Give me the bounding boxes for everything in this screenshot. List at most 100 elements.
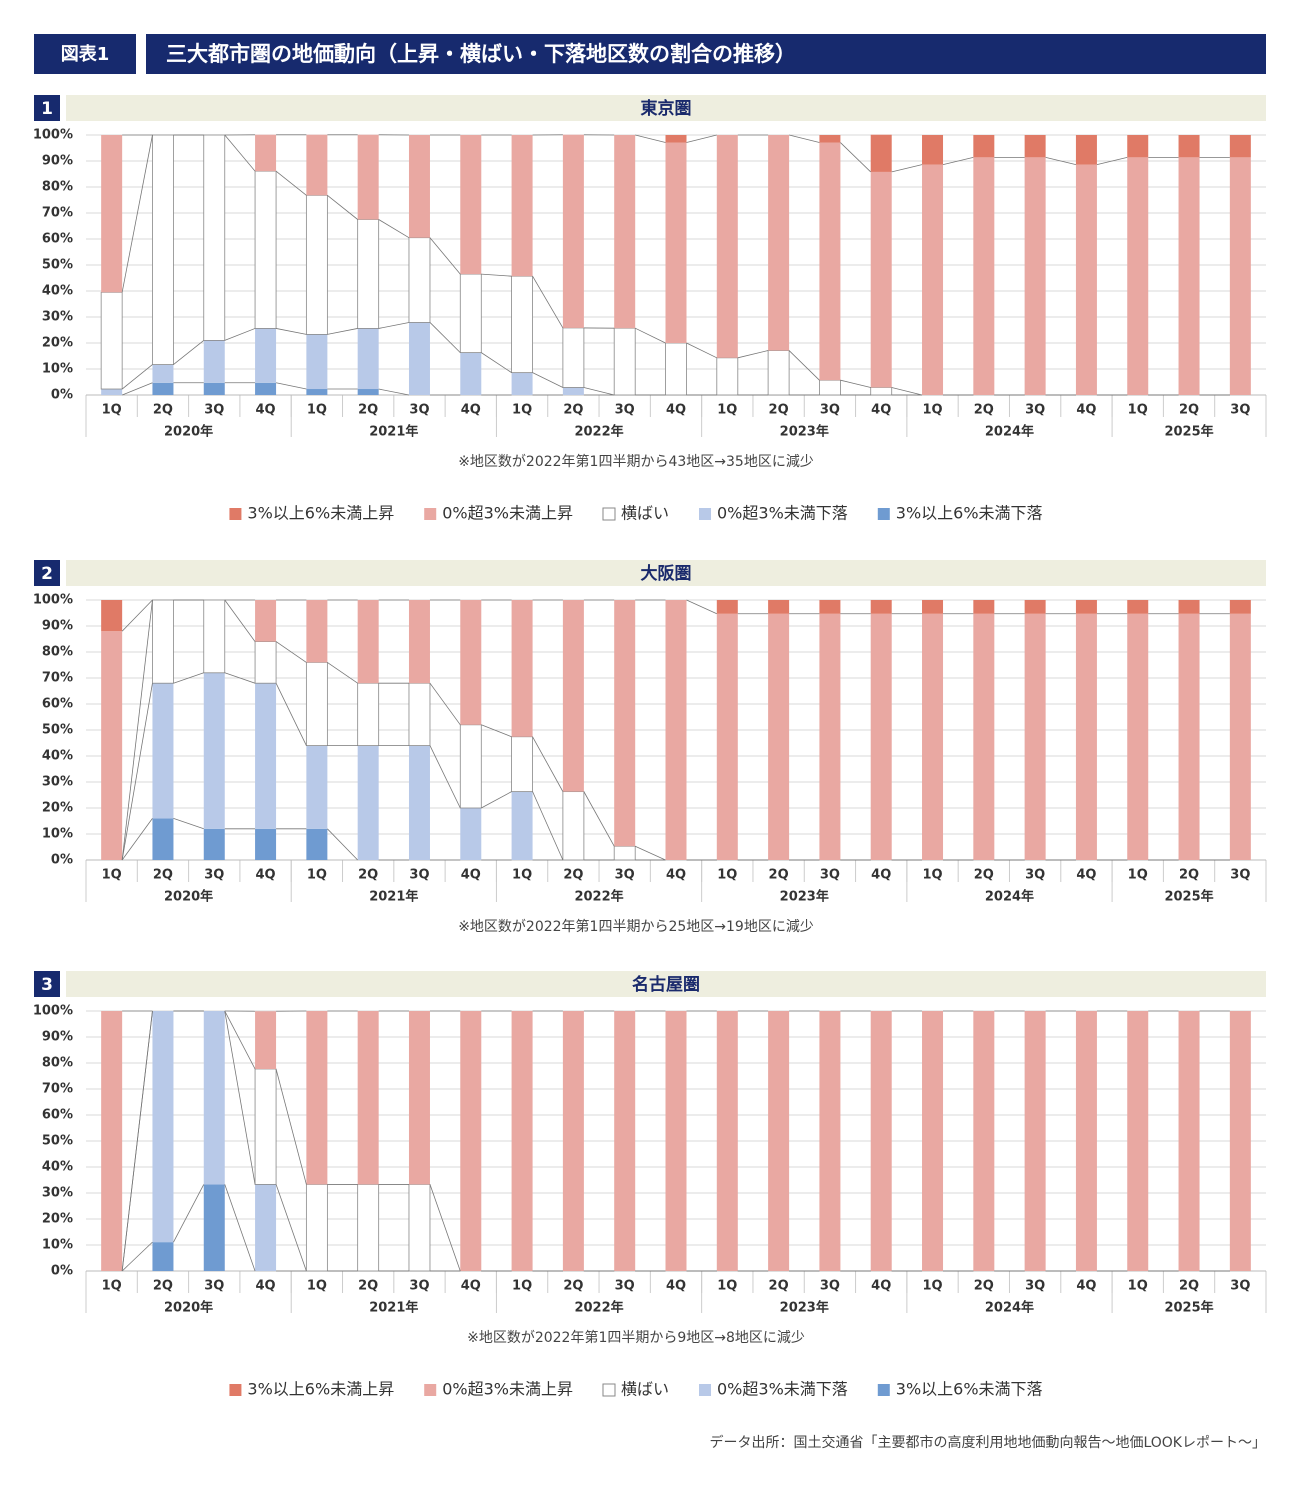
legend-swatch: [602, 507, 616, 521]
connector: [686, 342, 717, 359]
x-group-label: 2025年: [1164, 889, 1213, 905]
bar-segment: [306, 828, 328, 860]
bar-segment: [460, 1011, 482, 1271]
legend-swatch: [424, 508, 437, 520]
x-tick-label: 4Q: [871, 1279, 891, 1294]
bar-segment: [408, 682, 431, 747]
x-tick-label: 2Q: [974, 1279, 994, 1294]
bar-segment: [768, 135, 790, 351]
x-tick-label: 1Q: [512, 868, 532, 883]
y-tick-label: 10%: [42, 1238, 73, 1253]
bar-segment: [152, 599, 174, 684]
connector: [891, 164, 923, 173]
x-group-label: 2021年: [369, 424, 418, 440]
x-tick-label: 3Q: [409, 868, 429, 883]
bar-segment: [716, 1011, 738, 1271]
bar-segment: [511, 1011, 533, 1271]
connector: [378, 322, 410, 329]
bar-segment: [306, 745, 328, 829]
x-tick-label: 4Q: [256, 868, 276, 883]
bar-segment: [1229, 613, 1251, 860]
bar-segment: [305, 1184, 328, 1272]
y-tick-label: 0%: [51, 1264, 73, 1279]
bar-segment: [665, 600, 687, 860]
x-tick-label: 2Q: [769, 403, 789, 418]
x-tick-label: 1Q: [102, 868, 122, 883]
bar-segment: [922, 1011, 944, 1271]
legend-swatch: [229, 1384, 242, 1396]
bar-segment: [1127, 157, 1149, 395]
y-tick-label: 90%: [42, 619, 73, 634]
legend-label: 0%超3%未満下落: [717, 1380, 848, 1399]
connector: [481, 273, 512, 277]
bar-segment: [973, 135, 995, 158]
x-tick-label: 1Q: [922, 1279, 942, 1294]
y-tick-label: 20%: [42, 801, 73, 816]
bar-segment: [357, 682, 380, 747]
legend-label: 横ばい: [621, 504, 669, 523]
connector: [121, 818, 153, 861]
bar-segment: [870, 387, 893, 396]
y-tick-label: 40%: [42, 749, 73, 764]
connector: [327, 328, 358, 335]
bar-segment: [357, 219, 380, 329]
bar-segment: [1075, 135, 1097, 165]
bar-segment: [819, 142, 841, 381]
bar-segment: [1127, 600, 1149, 614]
x-tick-label: 1Q: [1128, 1279, 1148, 1294]
bar-segment: [511, 275, 533, 374]
section-number: 1: [41, 99, 53, 119]
bar-segment: [613, 845, 636, 861]
bar-segment: [152, 818, 174, 860]
x-group-label: 2023年: [780, 424, 829, 440]
connector: [121, 599, 153, 632]
x-tick-label: 2Q: [563, 868, 583, 883]
connector: [429, 322, 461, 353]
connector: [121, 1241, 153, 1272]
y-tick-label: 20%: [42, 1212, 73, 1227]
connector: [481, 724, 512, 738]
bar-segment: [357, 389, 379, 395]
x-group-label: 2022年: [574, 889, 623, 905]
bar-segment: [870, 613, 892, 860]
bar-segment: [203, 340, 225, 383]
bar-segment: [511, 135, 533, 277]
bar-segment: [357, 600, 379, 684]
x-tick-label: 3Q: [1025, 1279, 1045, 1294]
legend-label: 3%以上6%未満上昇: [247, 504, 394, 523]
bar-segment: [819, 613, 841, 860]
bar-segment: [767, 350, 790, 396]
connector: [224, 1010, 256, 1070]
bar-segment: [101, 631, 123, 860]
bar-segment: [459, 273, 482, 354]
x-tick-label: 2Q: [358, 403, 378, 418]
y-tick-label: 50%: [42, 1134, 73, 1149]
section-number: 2: [41, 564, 53, 584]
connector: [224, 134, 256, 172]
y-tick-label: 80%: [42, 1056, 73, 1071]
connector: [1096, 156, 1128, 166]
bar-segment: [870, 171, 892, 388]
y-tick-label: 100%: [33, 1004, 73, 1019]
figure-title: 三大都市圏の地価動向（上昇・横ばい・下落地区数の割合の推移）: [166, 42, 796, 66]
bar-segment: [922, 135, 944, 165]
x-tick-label: 4Q: [666, 868, 686, 883]
x-tick-label: 3Q: [1230, 1279, 1250, 1294]
x-group-label: 2020年: [164, 1300, 213, 1316]
x-group-label: 2020年: [164, 424, 213, 440]
x-tick-label: 3Q: [615, 403, 635, 418]
y-tick-label: 0%: [51, 853, 73, 868]
connector: [378, 388, 410, 396]
y-tick-label: 30%: [42, 1186, 73, 1201]
bar-segment: [1127, 1011, 1149, 1271]
bar-segment: [973, 613, 995, 860]
y-tick-label: 100%: [33, 593, 73, 608]
x-tick-label: 2Q: [769, 1279, 789, 1294]
bar-segment: [768, 1011, 790, 1271]
bar-segment: [511, 736, 533, 793]
note: ※地区数が2022年第1四半期から9地区→8地区に減少: [467, 1329, 805, 1346]
x-tick-label: 1Q: [307, 403, 327, 418]
section-band: [66, 560, 1266, 586]
connector: [224, 1010, 256, 1185]
bar-segment: [306, 334, 328, 390]
